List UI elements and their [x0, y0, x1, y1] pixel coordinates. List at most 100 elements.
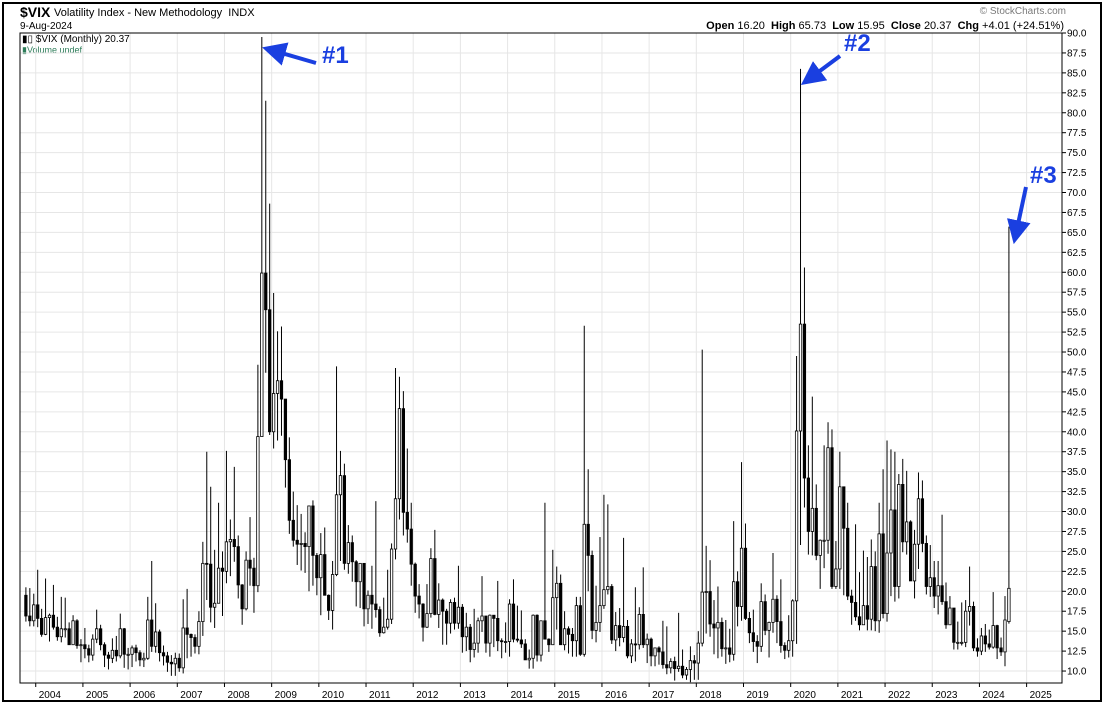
candle-body	[417, 595, 421, 605]
candle-body	[32, 604, 36, 622]
annotation-arrow	[262, 42, 317, 66]
candle-body	[822, 539, 826, 542]
candle-body	[315, 554, 319, 579]
x-tick-label: 2025	[1030, 690, 1053, 701]
candle	[102, 642, 107, 668]
ohlc-readout: Open 16.20 High 65.73 Low 15.95 Close 20…	[706, 20, 1064, 32]
candle-body	[830, 447, 834, 587]
candle	[87, 644, 91, 663]
candle	[865, 556, 869, 631]
candle	[527, 649, 531, 669]
candle-body	[75, 620, 79, 646]
candle	[401, 391, 405, 536]
candle-body	[810, 507, 814, 532]
candle-body	[299, 543, 303, 545]
x-tick-label: 2022	[888, 690, 911, 701]
candle	[358, 562, 362, 609]
candle	[901, 458, 905, 553]
candle	[142, 652, 146, 668]
candle	[63, 597, 67, 638]
candle	[138, 650, 142, 667]
candle	[334, 366, 339, 577]
candle-body	[295, 539, 299, 545]
candle	[185, 588, 189, 659]
candle-body	[598, 605, 602, 623]
candle-body	[677, 665, 681, 670]
candle	[189, 633, 193, 657]
candle	[806, 445, 811, 555]
candle-body	[366, 594, 370, 610]
candle-body	[551, 597, 555, 646]
candle	[236, 535, 240, 599]
candle	[802, 267, 807, 508]
candle-body	[437, 599, 441, 615]
candle-body	[511, 603, 516, 640]
plot-area-border	[19, 32, 1063, 684]
candle	[500, 638, 504, 659]
candle-body	[134, 647, 138, 654]
candle	[181, 599, 185, 674]
candle	[759, 583, 763, 652]
candle	[40, 608, 44, 637]
low-value: 15.95	[857, 20, 885, 32]
candle	[889, 449, 893, 597]
x-tick-label: 2009	[275, 690, 298, 701]
candle	[869, 539, 873, 631]
candle-body	[397, 408, 402, 500]
candle	[150, 560, 154, 652]
candle	[590, 550, 594, 640]
low-label: Low	[832, 20, 855, 32]
candle-body	[232, 539, 236, 548]
candle	[256, 364, 260, 593]
candle-body	[649, 638, 653, 657]
candle	[625, 619, 630, 659]
candle	[95, 609, 99, 644]
candle-body	[220, 567, 225, 572]
candle	[232, 466, 236, 562]
candle	[299, 513, 303, 571]
y-tick-label: 60.0	[1067, 268, 1087, 279]
candle-body	[621, 625, 626, 638]
candle	[51, 584, 56, 630]
candle	[555, 566, 559, 630]
candle-body	[747, 617, 752, 634]
candle-body	[826, 447, 830, 541]
candle	[684, 667, 689, 680]
y-tick-label: 90.0	[1067, 29, 1087, 40]
candle-body	[850, 595, 854, 603]
candle	[319, 533, 323, 616]
candle-body	[346, 542, 350, 564]
candle	[826, 422, 830, 554]
candle-body	[283, 398, 288, 461]
candle-body	[680, 665, 685, 676]
candle	[732, 521, 736, 661]
candle	[122, 627, 126, 668]
candle-body	[767, 621, 771, 631]
candle-body	[197, 621, 201, 647]
candle-body	[91, 638, 95, 656]
candle-body	[869, 566, 873, 620]
candle-body	[893, 509, 897, 587]
candle-body	[177, 657, 181, 669]
candle-body	[657, 647, 661, 653]
candle-body	[908, 521, 913, 582]
candle	[338, 450, 343, 561]
candle	[779, 579, 783, 653]
candle	[594, 585, 598, 643]
candle	[275, 331, 280, 441]
candle	[448, 599, 453, 634]
candle-body	[275, 380, 280, 394]
candle	[205, 451, 209, 601]
candle-body	[205, 562, 209, 565]
candle	[154, 603, 158, 653]
candle-body	[952, 607, 956, 643]
y-tick-label: 50.0	[1067, 348, 1087, 359]
candle-body	[228, 539, 232, 543]
candle	[389, 543, 394, 624]
candle	[386, 569, 390, 630]
candle	[1003, 596, 1007, 667]
candle	[798, 68, 803, 546]
candle-body	[889, 509, 893, 554]
candle-body	[590, 554, 594, 631]
candle	[834, 541, 838, 589]
